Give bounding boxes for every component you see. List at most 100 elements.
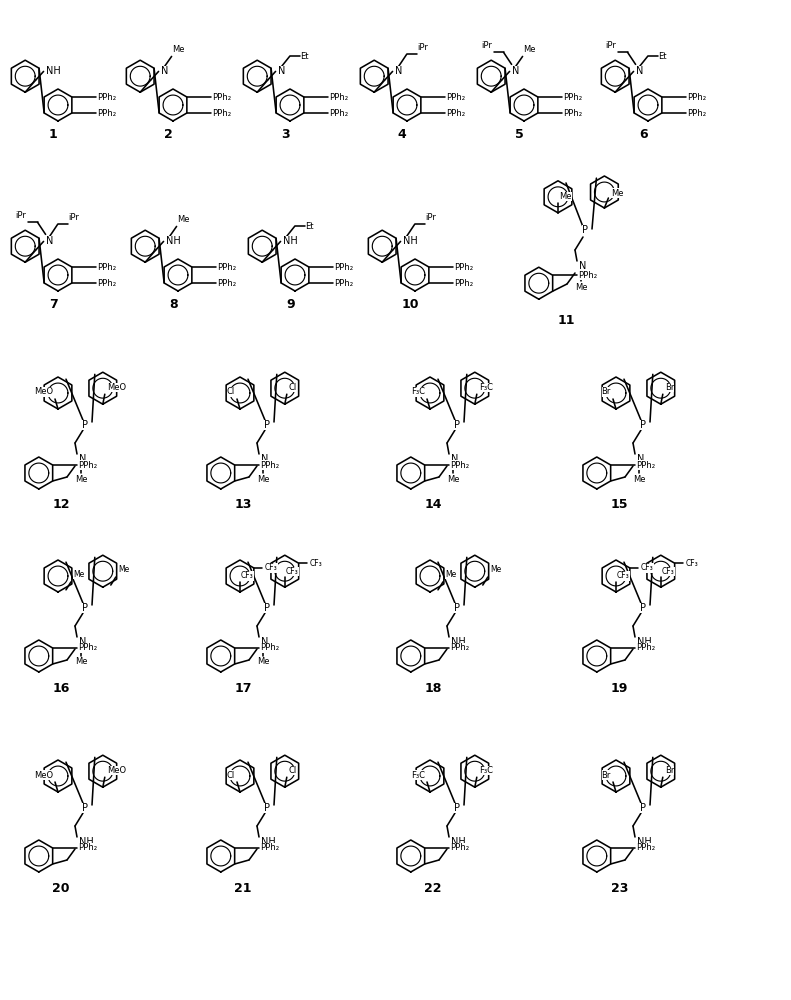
Text: Me: Me xyxy=(445,570,456,579)
Text: PPh₂: PPh₂ xyxy=(329,93,348,102)
Text: Me: Me xyxy=(118,565,129,574)
Text: PPh₂: PPh₂ xyxy=(636,460,655,470)
Text: PPh₂: PPh₂ xyxy=(563,93,582,102)
Text: N: N xyxy=(161,66,168,76)
Text: 6: 6 xyxy=(639,127,648,140)
Text: CF₃: CF₃ xyxy=(617,572,630,580)
Text: P: P xyxy=(82,603,88,613)
Text: 10: 10 xyxy=(402,298,419,310)
Text: Me: Me xyxy=(73,570,85,579)
Text: N: N xyxy=(261,637,268,647)
Text: Br: Br xyxy=(602,387,611,396)
Text: PPh₂: PPh₂ xyxy=(577,271,597,280)
Text: N: N xyxy=(512,66,519,76)
Text: PPh₂: PPh₂ xyxy=(454,262,473,271)
Text: PPh₂: PPh₂ xyxy=(217,262,236,271)
Text: Me: Me xyxy=(257,658,269,666)
Text: PPh₂: PPh₂ xyxy=(97,278,116,288)
Text: P: P xyxy=(264,603,270,613)
Text: Me: Me xyxy=(447,475,460,484)
Text: 15: 15 xyxy=(611,498,628,512)
Text: P: P xyxy=(82,803,88,813)
Text: P: P xyxy=(264,420,270,430)
Text: Me: Me xyxy=(75,658,87,666)
Text: F₃C: F₃C xyxy=(479,383,493,392)
Text: PPh₂: PPh₂ xyxy=(259,644,279,652)
Text: PPh₂: PPh₂ xyxy=(446,108,465,117)
Text: Br: Br xyxy=(602,770,611,780)
Text: 1: 1 xyxy=(49,127,58,140)
Text: MeO: MeO xyxy=(107,383,126,392)
Text: PPh₂: PPh₂ xyxy=(259,460,279,470)
Text: 8: 8 xyxy=(169,298,177,310)
Text: iPr: iPr xyxy=(16,211,27,220)
Text: PPh₂: PPh₂ xyxy=(217,278,236,288)
Text: PPh₂: PPh₂ xyxy=(78,460,97,470)
Text: N: N xyxy=(636,66,643,76)
Text: PPh₂: PPh₂ xyxy=(334,262,353,271)
Text: P: P xyxy=(640,603,646,613)
Text: NH: NH xyxy=(261,837,276,847)
Text: Me: Me xyxy=(178,215,190,224)
Text: CF₃: CF₃ xyxy=(662,567,675,576)
Text: PPh₂: PPh₂ xyxy=(449,644,469,652)
Text: iPr: iPr xyxy=(418,43,429,52)
Text: 14: 14 xyxy=(425,498,442,512)
Text: NH: NH xyxy=(451,637,466,647)
Text: NH: NH xyxy=(46,66,60,76)
Text: PPh₂: PPh₂ xyxy=(97,262,116,271)
Text: 16: 16 xyxy=(52,682,70,694)
Text: MeO: MeO xyxy=(107,766,126,775)
Text: iPr: iPr xyxy=(606,41,617,50)
Text: Br: Br xyxy=(664,766,674,775)
Text: N: N xyxy=(451,454,458,464)
Text: CF₃: CF₃ xyxy=(265,564,278,572)
Text: P: P xyxy=(454,603,460,613)
Text: 21: 21 xyxy=(234,882,252,894)
Text: Et: Et xyxy=(659,52,667,61)
Text: PPh₂: PPh₂ xyxy=(454,278,473,288)
Text: NH: NH xyxy=(403,236,418,246)
Text: PPh₂: PPh₂ xyxy=(636,844,655,852)
Text: Cl: Cl xyxy=(289,383,297,392)
Text: P: P xyxy=(640,803,646,813)
Text: 17: 17 xyxy=(234,682,252,694)
Text: PPh₂: PPh₂ xyxy=(334,278,353,288)
Text: PPh₂: PPh₂ xyxy=(78,844,97,852)
Text: P: P xyxy=(82,420,88,430)
Text: Br: Br xyxy=(664,383,674,392)
Text: Cl: Cl xyxy=(227,770,235,780)
Text: Et: Et xyxy=(301,52,309,61)
Text: CF₃: CF₃ xyxy=(641,564,653,572)
Text: Me: Me xyxy=(257,475,269,484)
Text: NH: NH xyxy=(79,837,94,847)
Text: Me: Me xyxy=(490,565,501,574)
Text: P: P xyxy=(640,420,646,430)
Text: iPr: iPr xyxy=(426,213,437,222)
Text: PPh₂: PPh₂ xyxy=(259,844,279,852)
Text: Cl: Cl xyxy=(227,387,235,396)
Text: CF₃: CF₃ xyxy=(241,572,254,580)
Text: N: N xyxy=(278,66,285,76)
Text: 23: 23 xyxy=(611,882,628,894)
Text: N: N xyxy=(637,454,645,464)
Text: iPr: iPr xyxy=(482,41,493,50)
Text: PPh₂: PPh₂ xyxy=(97,108,116,117)
Text: F₃C: F₃C xyxy=(411,387,425,396)
Text: 18: 18 xyxy=(425,682,442,694)
Text: PPh₂: PPh₂ xyxy=(687,108,706,117)
Text: Me: Me xyxy=(575,284,587,292)
Text: 5: 5 xyxy=(515,127,524,140)
Text: PPh₂: PPh₂ xyxy=(212,108,231,117)
Text: F₃C: F₃C xyxy=(479,766,493,775)
Text: Me: Me xyxy=(559,192,572,201)
Text: Me: Me xyxy=(75,475,87,484)
Text: NH: NH xyxy=(637,637,652,647)
Text: MeO: MeO xyxy=(34,770,53,780)
Text: N: N xyxy=(395,66,402,76)
Text: NH: NH xyxy=(637,837,652,847)
Text: PPh₂: PPh₂ xyxy=(449,460,469,470)
Text: 12: 12 xyxy=(52,498,70,512)
Text: PPh₂: PPh₂ xyxy=(449,844,469,852)
Text: PPh₂: PPh₂ xyxy=(97,93,116,102)
